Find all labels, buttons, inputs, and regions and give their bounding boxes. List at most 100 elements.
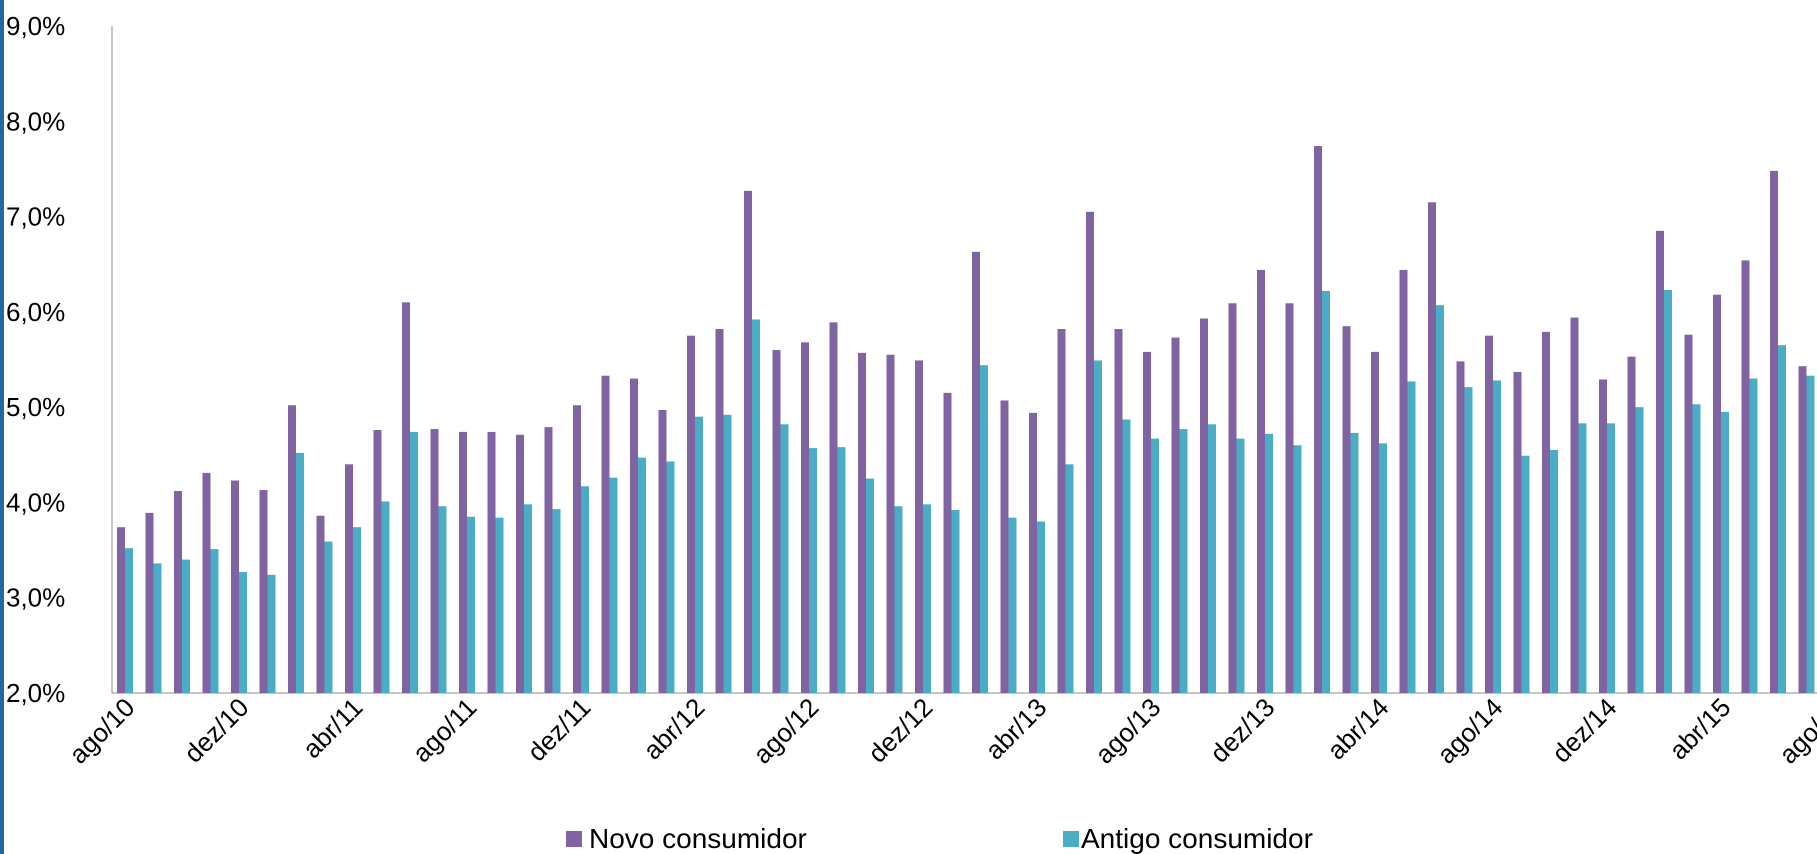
legend-label-novo-consumidor: Novo consumidor (589, 823, 807, 854)
bar-antigo-consumidor (1322, 290, 1330, 693)
bar-novo-consumidor (715, 329, 724, 693)
x-tick-label: abr/15 (1663, 692, 1736, 765)
x-tick-label: dez/10 (178, 692, 254, 768)
bar-novo-consumidor (829, 322, 838, 693)
bar-antigo-consumidor (381, 501, 390, 693)
y-axis: 2,0% 3,0% 4,0% 5,0% 6,0% 7,0% 8,0% 9,0% (6, 11, 113, 708)
x-tick-label: ago/12 (747, 692, 824, 769)
bar-antigo-consumidor (1179, 429, 1188, 693)
bar-antigo-consumidor (894, 506, 903, 693)
bar-novo-consumidor (117, 527, 125, 693)
bar-antigo-consumidor (1265, 433, 1273, 693)
bar-antigo-consumidor (438, 506, 447, 693)
x-tick-label: ago/15 (1773, 692, 1817, 769)
bar-novo-consumidor (1513, 371, 1522, 693)
bar-novo-consumidor (345, 464, 353, 693)
bar-novo-consumidor (1342, 326, 1351, 693)
y-tick-label: 5,0% (6, 392, 65, 422)
bar-antigo-consumidor (552, 509, 561, 693)
bar-novo-consumidor (687, 335, 695, 693)
bar-novo-consumidor (573, 405, 581, 693)
bar-antigo-consumidor (951, 510, 960, 693)
bar-novo-consumidor (1570, 317, 1579, 693)
x-tick-label: ago/14 (1431, 692, 1508, 769)
bar-antigo-consumidor (495, 517, 504, 693)
bar-novo-consumidor (801, 342, 809, 693)
bar-antigo-consumidor (1493, 380, 1501, 693)
bar-antigo-consumidor (1379, 443, 1387, 693)
x-tick-label: abr/12 (637, 692, 710, 765)
bar-antigo-consumidor (1778, 345, 1786, 693)
bar-novo-consumidor (943, 392, 952, 693)
bar-novo-consumidor (402, 302, 410, 693)
bar-novo-consumidor (174, 490, 182, 693)
legend-swatch-antigo-consumidor (1063, 831, 1079, 847)
legend-label-antigo-consumidor: Antigo consumidor (1081, 823, 1313, 854)
bar-novo-consumidor (145, 512, 154, 693)
bar-novo-consumidor (1428, 202, 1436, 693)
bar-antigo-consumidor (923, 504, 931, 693)
bar-novo-consumidor (487, 431, 496, 693)
y-tick-label: 9,0% (6, 11, 65, 41)
bar-novo-consumidor (1656, 230, 1664, 693)
bar-antigo-consumidor (723, 414, 732, 693)
bar-antigo-consumidor (752, 319, 760, 693)
bar-novo-consumidor (1114, 329, 1123, 693)
bar-antigo-consumidor (1065, 464, 1074, 693)
bar-antigo-consumidor (695, 416, 703, 693)
bar-novo-consumidor (1684, 334, 1693, 693)
x-tick-label: ago/10 (63, 692, 140, 769)
bar-novo-consumidor (630, 378, 638, 693)
x-tick-label: abr/11 (297, 692, 369, 764)
bar-antigo-consumidor (296, 452, 304, 693)
bar-novo-consumidor (1770, 170, 1778, 693)
bar-antigo-consumidor (467, 516, 475, 693)
bar-antigo-consumidor (1151, 438, 1159, 693)
bar-antigo-consumidor (1037, 521, 1045, 693)
bar-novo-consumidor (1000, 400, 1009, 693)
bar-antigo-consumidor (866, 478, 874, 693)
legend-swatch-novo-consumidor (566, 831, 582, 847)
x-tick-label: dez/13 (1204, 692, 1280, 768)
y-tick-label: 6,0% (6, 297, 65, 327)
bar-novo-consumidor (1371, 351, 1379, 693)
x-tick-label: ago/13 (1089, 692, 1166, 769)
bar-novo-consumidor (1599, 379, 1607, 693)
bar-novo-consumidor (1143, 351, 1151, 693)
bar-antigo-consumidor (809, 448, 817, 693)
bar-antigo-consumidor (210, 549, 219, 693)
bar-novo-consumidor (1285, 303, 1294, 693)
bar-novo-consumidor (516, 434, 524, 693)
bar-novo-consumidor (1542, 331, 1550, 693)
bar-antigo-consumidor (1293, 445, 1302, 693)
bar-novo-consumidor (1257, 269, 1265, 693)
bar-antigo-consumidor (125, 548, 133, 693)
bar-novo-consumidor (1171, 337, 1180, 693)
bar-novo-consumidor (316, 515, 325, 693)
bar-novo-consumidor (459, 431, 467, 693)
bar-antigo-consumidor (1806, 375, 1815, 693)
bar-novo-consumidor (1314, 146, 1322, 693)
bar-antigo-consumidor (1008, 517, 1017, 693)
bar-novo-consumidor (373, 430, 382, 693)
bar-novo-consumidor (202, 472, 211, 693)
bar-novo-consumidor (231, 480, 239, 693)
bar-novo-consumidor (259, 490, 268, 693)
bar-antigo-consumidor (1607, 423, 1615, 693)
bar-novo-consumidor (430, 429, 439, 693)
bar-novo-consumidor (1456, 361, 1465, 693)
bar-novo-consumidor (972, 251, 980, 693)
bar-antigo-consumidor (638, 457, 646, 693)
bar-novo-consumidor (772, 349, 781, 693)
bar-antigo-consumidor (1236, 438, 1245, 693)
bar-antigo-consumidor (837, 447, 846, 693)
bar-antigo-consumidor (153, 563, 162, 693)
bar-antigo-consumidor (1436, 305, 1444, 693)
y-tick-label: 4,0% (6, 487, 65, 517)
bar-novo-consumidor (1798, 366, 1807, 693)
y-tick-label: 7,0% (6, 202, 65, 232)
x-tick-label: dez/14 (1546, 692, 1622, 768)
bar-antigo-consumidor (324, 541, 333, 693)
bar-antigo-consumidor (609, 477, 618, 693)
